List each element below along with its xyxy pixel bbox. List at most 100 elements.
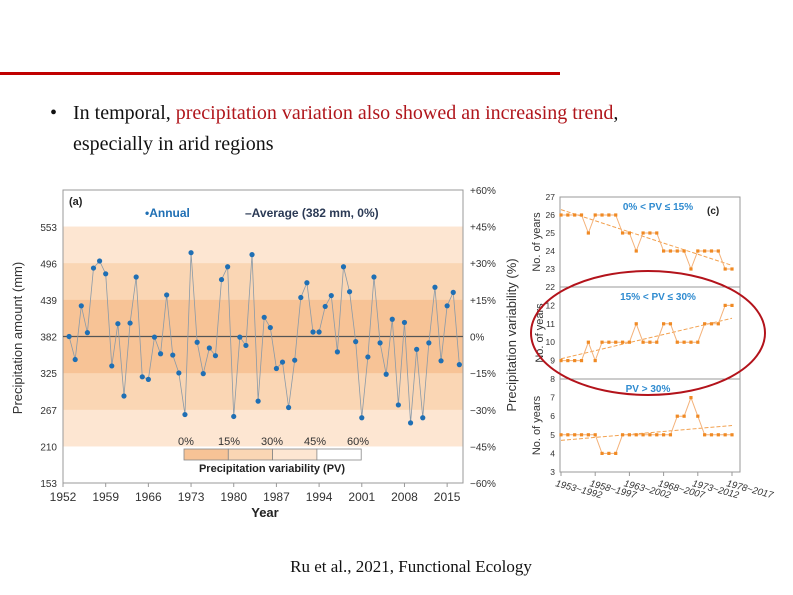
pv-legend-swatch: [227, 448, 274, 461]
annual-point: [426, 340, 432, 346]
panel-point: [566, 213, 570, 217]
bullet-text-line2: especially in arid regions: [73, 133, 274, 155]
annual-point: [96, 258, 103, 264]
panel-point: [696, 249, 700, 253]
annual-point: [420, 415, 426, 421]
panel-point: [559, 213, 563, 217]
panel-point: [600, 340, 604, 344]
pv-legend-swatch: [183, 448, 229, 461]
panel-y-tick: 10: [546, 337, 556, 347]
annual-point: [66, 333, 72, 340]
panel-point: [716, 249, 720, 253]
panel-label-c: (c): [707, 206, 719, 217]
panel-point: [655, 231, 659, 235]
annual-point: [218, 276, 225, 283]
title-rule: [0, 72, 560, 75]
annual-point: [438, 358, 444, 364]
y-tick-label: 553: [40, 223, 57, 234]
annual-point: [225, 264, 231, 270]
panel-point: [682, 340, 686, 344]
annual-point: [310, 329, 316, 335]
panel-point: [668, 249, 673, 253]
panel-point: [730, 303, 734, 307]
pv-legend-swatch: [272, 448, 318, 461]
annual-point: [340, 264, 347, 270]
annual-point: [346, 289, 353, 295]
legend-average: –Average (382 mm, 0%): [245, 206, 379, 220]
panel-point: [723, 303, 727, 307]
annual-point: [206, 345, 212, 351]
annual-point: [103, 271, 109, 277]
panel-point: [709, 322, 714, 326]
panel-point: [627, 231, 631, 235]
annual-point: [279, 359, 286, 365]
annual-point: [90, 265, 97, 271]
panel-point: [662, 322, 666, 326]
annual-point: [292, 357, 298, 363]
panel-y-tick: 25: [546, 228, 556, 238]
annual-point: [371, 274, 377, 280]
panel-point: [627, 340, 631, 344]
annual-point: [170, 352, 176, 358]
panel-point: [607, 340, 611, 344]
x-tick-label: 1980: [220, 490, 247, 504]
trend-line: [560, 317, 733, 360]
x-tick-label: 1994: [306, 490, 333, 504]
panel-y-tick: 9: [550, 356, 555, 366]
x-tick-label: 1966: [135, 490, 162, 504]
annual-point: [377, 340, 383, 346]
panel-point: [579, 359, 584, 363]
annual-point: [255, 398, 261, 404]
bullet-point: • In temporal, precipitation variation a…: [50, 98, 710, 160]
panel-point: [620, 231, 625, 235]
annual-point: [157, 351, 164, 357]
panel-point: [641, 231, 645, 235]
bullet-punct: ,: [613, 102, 619, 124]
trend-line: [560, 209, 733, 266]
annual-point: [444, 303, 450, 309]
panel-y-tick: 4: [550, 448, 555, 458]
annual-point: [188, 250, 194, 256]
panel-point: [586, 340, 590, 344]
annual-point: [194, 339, 200, 345]
panel-point: [655, 340, 659, 344]
panel-point: [614, 213, 618, 217]
annual-point: [322, 303, 328, 310]
panel-point: [662, 249, 666, 253]
panel-point: [730, 433, 734, 437]
annual-point: [273, 365, 280, 372]
panel-point: [703, 433, 707, 437]
panel-point: [620, 340, 625, 344]
annual-point: [389, 316, 395, 322]
panel-y-tick: 8: [550, 374, 555, 384]
panel-point: [682, 249, 686, 253]
annual-point: [78, 303, 84, 309]
x-tick-label: 2008: [391, 490, 418, 504]
y-tick-label: 325: [40, 369, 57, 380]
panel-y-tick: 24: [546, 246, 556, 256]
panel-y-tick: 26: [546, 210, 556, 220]
panel-point: [559, 433, 563, 437]
panel-point: [634, 322, 638, 326]
panel-point: [703, 322, 707, 326]
annual-point: [231, 413, 237, 420]
panel-y-label: No. of years: [531, 395, 543, 455]
annual-point: [200, 371, 206, 377]
panel-point: [655, 433, 659, 437]
annual-point: [359, 415, 365, 421]
annual-point: [432, 284, 438, 290]
y2-tick-label: +30%: [470, 259, 496, 270]
y-tick-label: 439: [40, 296, 57, 307]
annual-point: [115, 321, 121, 327]
y-tick-label: 153: [40, 479, 57, 490]
legend-annual: •Annual: [145, 206, 190, 220]
panel-point: [614, 451, 618, 455]
panel-point: [634, 433, 638, 437]
panel-point: [593, 213, 597, 217]
panel-y-label: No. of years: [534, 303, 546, 363]
x-axis-label: Year: [251, 505, 278, 520]
x-tick-label: 1959: [92, 490, 119, 504]
panel-y-label: No. of years: [531, 212, 543, 272]
y2-tick-label: +15%: [470, 296, 496, 307]
y-tick-label: 496: [40, 260, 57, 271]
